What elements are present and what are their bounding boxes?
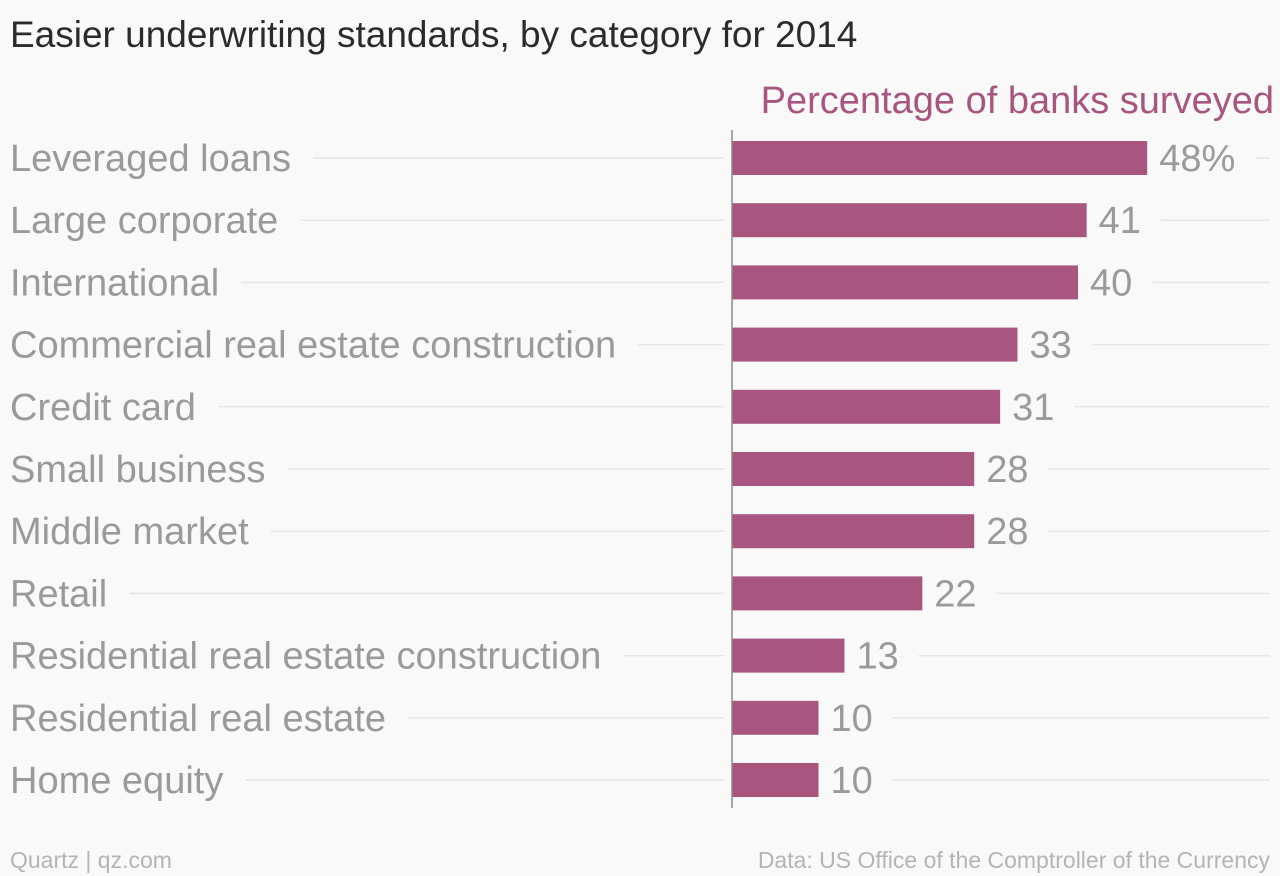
footer-source: Data: US Office of the Comptroller of th… — [757, 847, 1270, 873]
value-label: 10 — [831, 698, 873, 740]
value-label: 48% — [1159, 138, 1235, 180]
category-label: Residential real estate construction — [10, 636, 601, 678]
value-label: 13 — [856, 636, 898, 678]
bar — [732, 638, 845, 673]
bar — [732, 576, 923, 611]
category-labels: Leveraged loans Large corporate Internatio… — [10, 138, 616, 802]
category-label: Home equity — [10, 760, 223, 802]
bar — [732, 700, 819, 735]
value-label: 41 — [1099, 200, 1141, 242]
footer-brand: Quartz | qz.com — [10, 847, 172, 873]
chart-title: Easier underwriting standards, by catego… — [10, 14, 858, 55]
bars — [732, 141, 1148, 797]
bar — [732, 514, 975, 549]
category-label: Residential real estate — [10, 698, 386, 740]
category-label: Commercial real estate construction — [10, 325, 616, 367]
bar — [732, 327, 1018, 362]
bar — [732, 763, 819, 797]
value-label: 40 — [1090, 262, 1132, 304]
bar — [732, 389, 1001, 424]
value-label: 28 — [986, 449, 1028, 491]
category-label: Credit card — [10, 387, 196, 429]
bar — [732, 452, 975, 486]
value-label: 10 — [831, 760, 873, 802]
bar — [732, 265, 1078, 300]
category-label: Retail — [10, 573, 107, 615]
category-label: Large corporate — [10, 200, 278, 242]
value-label: 33 — [1029, 325, 1071, 367]
category-label: Small business — [10, 449, 266, 491]
chart-subtitle: Percentage of banks surveyed — [760, 80, 1274, 122]
gridlines — [129, 157, 1270, 781]
category-label: International — [10, 262, 219, 304]
value-label: 28 — [986, 511, 1028, 553]
value-label: 22 — [934, 573, 976, 615]
bar — [732, 203, 1087, 238]
category-label: Middle market — [10, 511, 249, 553]
value-label: 31 — [1012, 387, 1054, 429]
category-label: Leveraged loans — [10, 138, 291, 180]
bar — [732, 141, 1148, 175]
